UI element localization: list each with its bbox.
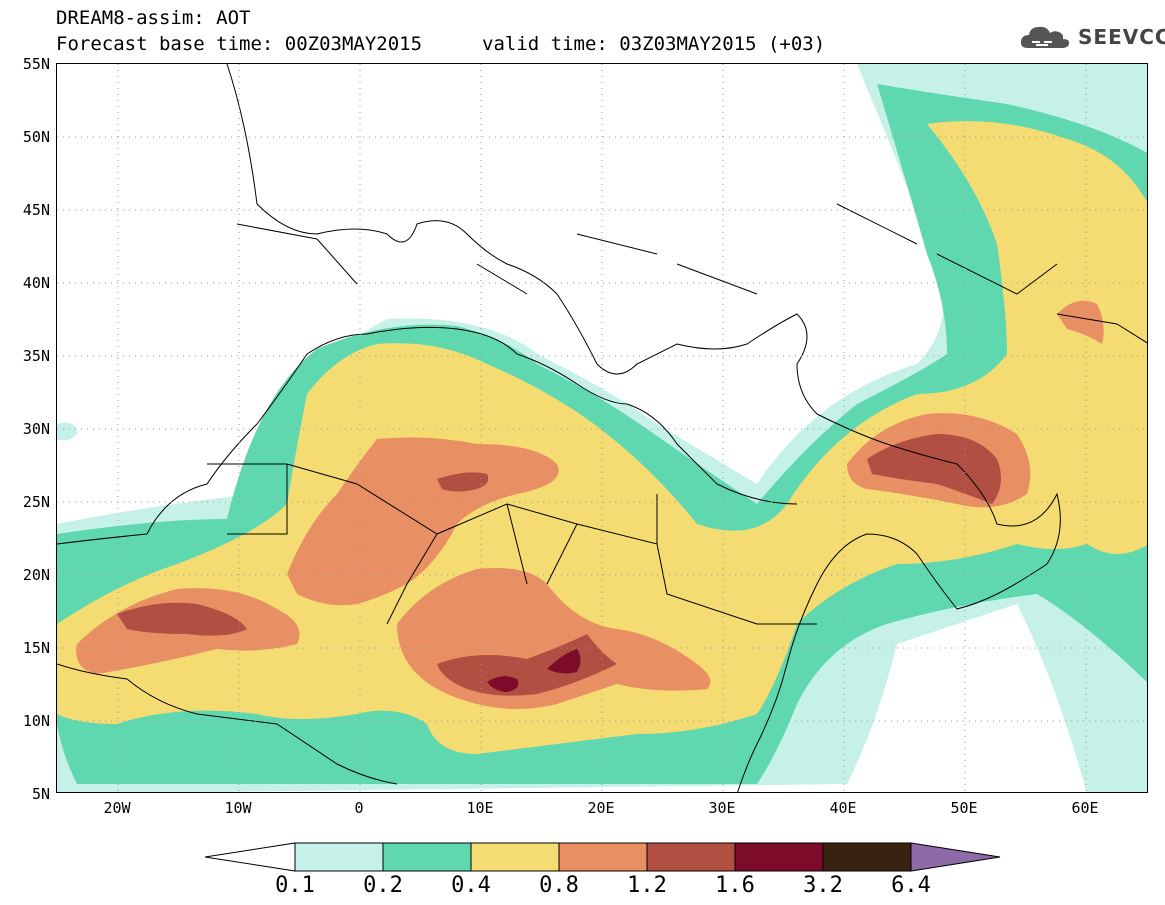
lat-label-30n: 30N [22, 420, 50, 438]
colorbar-bin-1 [294, 842, 384, 872]
aot-map [57, 64, 1147, 792]
lon-label-30e: 30E [708, 799, 736, 817]
lat-label-20n: 20N [22, 566, 50, 584]
lat-label-55n: 55N [22, 55, 50, 73]
lon-label-50e: 50E [950, 799, 978, 817]
colorbar-label-0.4: 0.4 [451, 873, 491, 898]
aot-contour-1.2 [117, 434, 1001, 696]
seevccc-logo: SEEVCCC [1018, 20, 1165, 54]
lon-label-20e: 20E [587, 799, 615, 817]
lat-label-45n: 45N [22, 201, 50, 219]
graticule [57, 64, 1147, 792]
aot-contour-1.6 [487, 649, 581, 692]
colorbar-label-6.4: 6.4 [891, 873, 931, 898]
lon-label-40e: 40E [829, 799, 857, 817]
colorbar-bin-7 [822, 842, 912, 872]
lat-label-25n: 25N [22, 493, 50, 511]
colorbar-label-0.1: 0.1 [275, 873, 315, 898]
colorbar-bin-6 [734, 842, 824, 872]
colorbar-label-1.6: 1.6 [715, 873, 755, 898]
coastlines [57, 64, 1147, 792]
colorbar-bin-3 [470, 842, 560, 872]
colorbar-label-0.2: 0.2 [363, 873, 403, 898]
map-area [56, 63, 1148, 793]
lon-label-0: 0 [354, 799, 364, 817]
logo-text: SEEVCCC [1078, 25, 1165, 49]
lat-label-10n: 10N [22, 712, 50, 730]
map-title: DREAM8-assim: AOT [56, 7, 251, 29]
lat-label-50n: 50N [22, 128, 50, 146]
colorbar-label-1.2: 1.2 [627, 873, 667, 898]
colorbar-label-0.8: 0.8 [539, 873, 579, 898]
colorbar-label-3.2: 3.2 [803, 873, 843, 898]
colorbar-bin-5 [646, 842, 736, 872]
lat-label-40n: 40N [22, 274, 50, 292]
aot-colorbar [205, 842, 1001, 872]
colorbar-bin-2 [382, 842, 472, 872]
lat-label-35n: 35N [22, 347, 50, 365]
colorbar-bin-4 [558, 842, 648, 872]
lon-label-20w: 20W [103, 799, 131, 817]
lon-label-60e: 60E [1071, 799, 1099, 817]
cloud-icon [1020, 26, 1070, 48]
colorbar-over-triangle [910, 842, 1001, 872]
lon-label-10e: 10E [466, 799, 494, 817]
lat-label-5n: 5N [31, 785, 50, 803]
colorbar-under-triangle [205, 842, 296, 872]
lat-label-15n: 15N [22, 639, 50, 657]
forecast-base-time: Forecast base time: 00Z03MAY2015 [56, 33, 423, 55]
lon-label-10w: 10W [224, 799, 252, 817]
valid-time: valid time: 03Z03MAY2015 (+03) [482, 33, 826, 55]
